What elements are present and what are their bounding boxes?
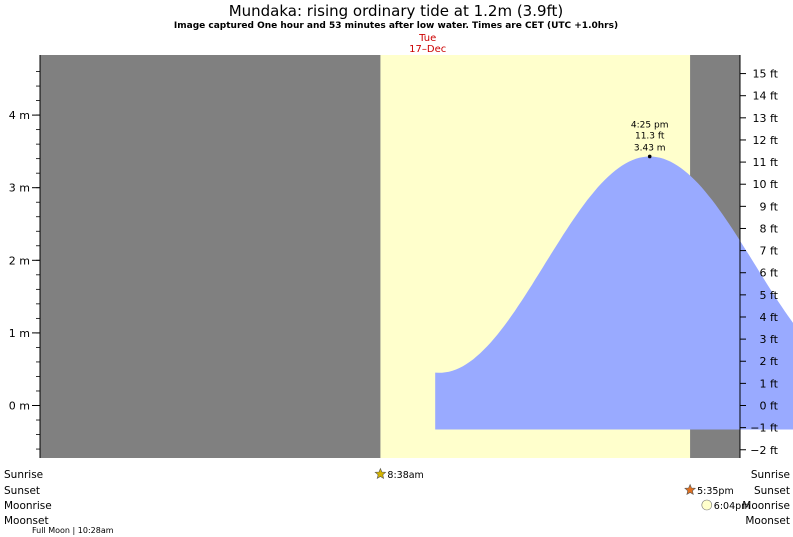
ft-tick-label: 7 ft [760, 245, 779, 258]
ft-tick-label: 1 ft [760, 377, 779, 390]
ft-tick-label: 14 ft [753, 90, 779, 103]
ft-tick-label: 8 ft [760, 222, 779, 235]
ft-tick-label: 9 ft [760, 200, 779, 213]
chart-subtitle: Image captured One hour and 53 minutes a… [174, 21, 618, 31]
ft-tick-label: 5 ft [760, 289, 779, 302]
moonrise-time: 6:04pm [714, 501, 751, 512]
day-name-label: Tue [418, 33, 436, 44]
ft-tick-label: −1 ft [750, 422, 778, 435]
ft-tick-label: 10 ft [753, 178, 779, 191]
m-tick-label: 1 m [9, 327, 30, 340]
chart-title: Mundaka: rising ordinary tide at 1.2m (3… [229, 2, 564, 20]
moonrise-row-label: Moonrise [4, 500, 52, 512]
ft-tick-label: 6 ft [760, 267, 779, 280]
sunrise-row-label-right: Sunrise [751, 469, 790, 481]
ft-tick-label: 15 ft [753, 68, 779, 81]
moonset-row-label: Moonset [4, 515, 49, 527]
high-time-label: 4:25 pm [631, 120, 669, 130]
high-ft-label: 11.3 ft [635, 131, 665, 141]
m-tick-label: 4 m [9, 109, 30, 122]
ft-tick-label: 2 ft [760, 355, 779, 368]
axes: 0 m 1 m 2 m 3 m 4 m −2 ft −1 ft 0 ft 1 ft 2 ft 3 f… [9, 55, 779, 458]
ft-tick-label: 13 ft [753, 112, 779, 125]
footnote: Full Moon | 10:28am [32, 526, 114, 535]
sunset-row-label-right: Sunset [754, 485, 790, 497]
high-m-label: 3.43 m [634, 143, 666, 153]
sunrise-row-label: Sunrise [4, 469, 43, 481]
moonset-row-label-right: Moonset [745, 515, 790, 527]
sunset-time: 5:35pm [697, 486, 734, 497]
tide-area [435, 156, 793, 430]
m-tick-label: 2 m [9, 254, 30, 267]
ft-tick-label: 3 ft [760, 333, 779, 346]
day-labels: Tue17–DecWed18–DecThu19–DecFri20–DecSat2… [409, 33, 446, 55]
sunrise-time: 8:38am [387, 470, 423, 481]
sunset-icon [684, 483, 697, 496]
m-tick-label: 3 m [9, 182, 30, 195]
tide-point [647, 154, 652, 159]
ft-tick-label: 12 ft [753, 134, 779, 147]
m-tick-label: 0 m [9, 400, 30, 413]
day-date-label: 17–Dec [409, 44, 446, 55]
sunrise-icon [374, 467, 387, 480]
moonrise-row-label-right: Moonrise [742, 500, 790, 512]
sunset-row-label: Sunset [4, 485, 40, 497]
tide-area-layer [435, 156, 793, 430]
ft-tick-label: 0 ft [760, 400, 779, 413]
sun-moon-table: SunriseSunrise8:38am8:39am8:39am8:40am8:… [4, 467, 790, 527]
ft-tick-label: 4 ft [760, 311, 779, 324]
moonrise-icon [701, 499, 713, 511]
ft-tick-label: −2 ft [750, 444, 778, 457]
ft-tick-label: 11 ft [753, 156, 779, 169]
